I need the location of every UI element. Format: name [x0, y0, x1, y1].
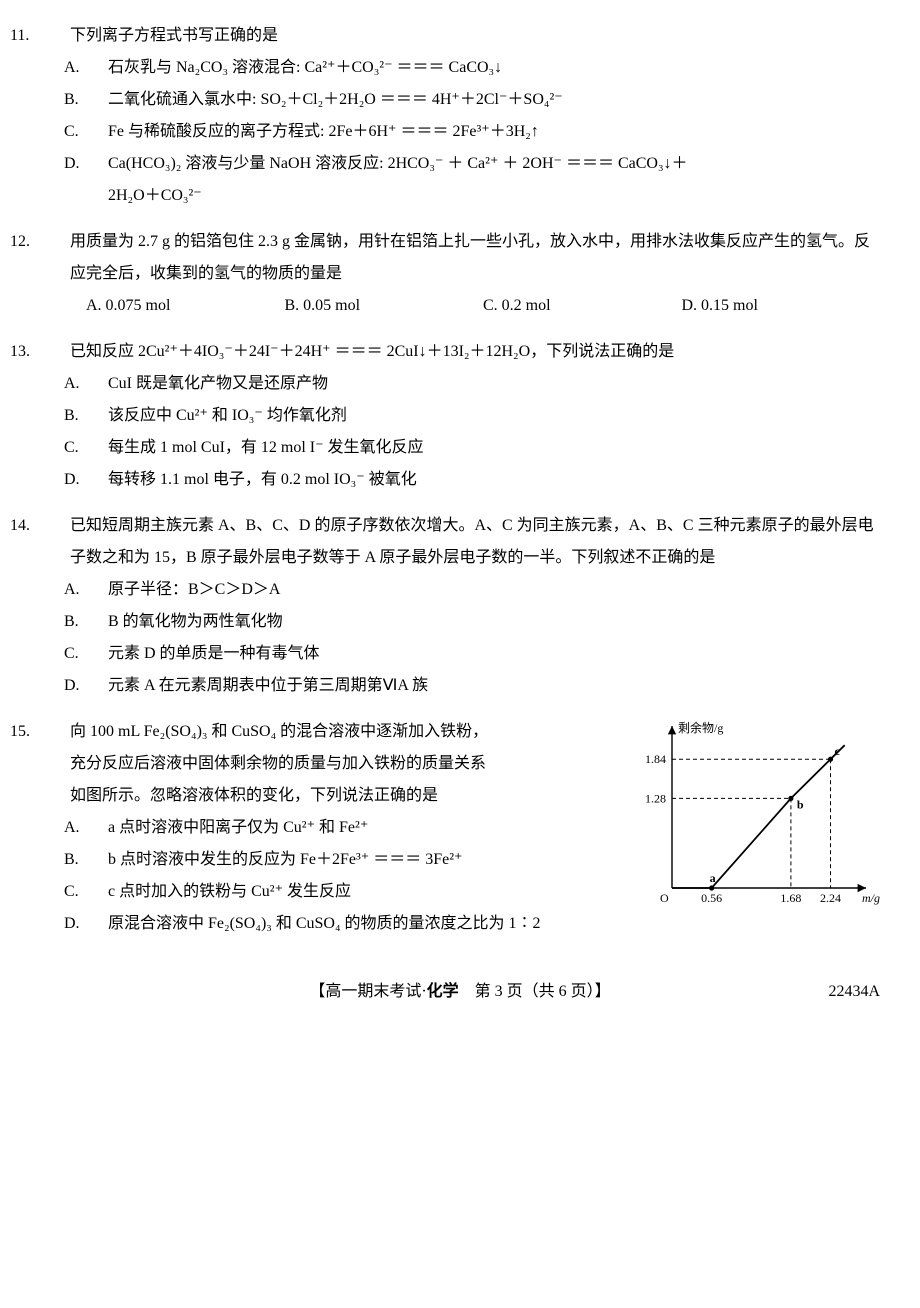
svg-text:1.84: 1.84	[645, 752, 666, 766]
q13-option-b: B.该反应中 Cu²⁺ 和 IO₃⁻ 均作氧化剂	[108, 400, 880, 432]
q14-option-d: D.元素 A 在元素周期表中位于第三周期第ⅥA 族	[108, 670, 880, 702]
q15-stem: 15.向 100 mL Fe₂(SO₄)₃ 和 CuSO₄ 的混合溶液中逐渐加入…	[70, 716, 640, 748]
q15-number: 15.	[40, 716, 70, 748]
svg-text:O: O	[660, 891, 669, 905]
q13-option-a: A.CuI 既是氧化产物又是还原产物	[108, 368, 880, 400]
svg-text:剩余物/g: 剩余物/g	[678, 720, 723, 735]
svg-text:0.56: 0.56	[701, 891, 722, 905]
q13-option-d: D.每转移 1.1 mol 电子，有 0.2 mol IO₃⁻ 被氧化	[108, 464, 880, 496]
footer-code: 22434A	[828, 976, 880, 1008]
svg-text:a: a	[710, 871, 716, 885]
q12-stem-text: 用质量为 2.7 g 的铝箔包住 2.3 g 金属钠，用针在铝箔上扎一些小孔，放…	[70, 233, 870, 282]
q15-chart-svg: 剩余物/g m/g O 1.28 1.84 0.56 1.68 2.24 a b c	[630, 716, 890, 916]
page-footer: 【高一期末考试·化学 第 3 页（共 6 页）】 22434A	[40, 976, 880, 1008]
q11-option-d: D.Ca(HCO₃)₂ 溶液与少量 NaOH 溶液反应: 2HCO₃⁻ ＋ Ca…	[108, 148, 880, 180]
q13-option-c: C.每生成 1 mol CuI，有 12 mol I⁻ 发生氧化反应	[108, 432, 880, 464]
q12-stem: 12.用质量为 2.7 g 的铝箔包住 2.3 g 金属钠，用针在铝箔上扎一些小…	[70, 226, 880, 290]
q12-number: 12.	[40, 226, 70, 258]
q14-stem: 14.已知短周期主族元素 A、B、C、D 的原子序数依次增大。A、C 为同主族元…	[70, 510, 880, 574]
q15-option-a: A.a 点时溶液中阳离子仅为 Cu²⁺ 和 Fe²⁺	[108, 812, 640, 844]
q12-option-d: D. 0.15 mol	[682, 290, 881, 322]
q15-stem-l3: 如图所示。忽略溶液体积的变化，下列说法正确的是	[70, 780, 640, 812]
q11-option-b: B.二氧化硫通入氯水中: SO₂＋Cl₂＋2H₂O ＝＝＝ 4H⁺＋2Cl⁻＋S…	[108, 84, 880, 116]
q14-stem-text: 已知短周期主族元素 A、B、C、D 的原子序数依次增大。A、C 为同主族元素，A…	[70, 517, 874, 566]
q15-option-d: D.原混合溶液中 Fe₂(SO₄)₃ 和 CuSO₄ 的物质的量浓度之比为 1∶…	[108, 908, 640, 940]
q15-stem-l2: 充分反应后溶液中固体剩余物的质量与加入铁粉的质量关系	[70, 748, 640, 780]
q12-option-a: A. 0.075 mol	[86, 290, 285, 322]
question-12: 12.用质量为 2.7 g 的铝箔包住 2.3 g 金属钠，用针在铝箔上扎一些小…	[40, 226, 880, 322]
footer-center: 【高一期末考试·化学 第 3 页（共 6 页）】	[309, 983, 610, 1000]
q11-number: 11.	[40, 20, 70, 52]
q15-chart: 剩余物/g m/g O 1.28 1.84 0.56 1.68 2.24 a b c	[630, 716, 890, 916]
q11-stem-text: 下列离子方程式书写正确的是	[70, 27, 278, 44]
q13-stem-text: 已知反应 2Cu²⁺＋4IO₃⁻＋24I⁻＋24H⁺ ＝＝＝ 2CuI↓＋13I…	[70, 343, 674, 360]
question-13: 13.已知反应 2Cu²⁺＋4IO₃⁻＋24I⁻＋24H⁺ ＝＝＝ 2CuI↓＋…	[40, 336, 880, 496]
q13-stem: 13.已知反应 2Cu²⁺＋4IO₃⁻＋24I⁻＋24H⁺ ＝＝＝ 2CuI↓＋…	[70, 336, 880, 368]
q15-option-c: C.c 点时加入的铁粉与 Cu²⁺ 发生反应	[108, 876, 640, 908]
q14-option-c: C.元素 D 的单质是一种有毒气体	[108, 638, 880, 670]
question-15: 15.向 100 mL Fe₂(SO₄)₃ 和 CuSO₄ 的混合溶液中逐渐加入…	[40, 716, 880, 940]
q15-stem-l1: 向 100 mL Fe₂(SO₄)₃ 和 CuSO₄ 的混合溶液中逐渐加入铁粉，	[70, 723, 488, 740]
question-11: 11.下列离子方程式书写正确的是 A.石灰乳与 Na₂CO₃ 溶液混合: Ca²…	[40, 20, 880, 212]
q11-option-a: A.石灰乳与 Na₂CO₃ 溶液混合: Ca²⁺＋CO₃²⁻ ＝＝＝ CaCO₃…	[108, 52, 880, 84]
q12-option-c: C. 0.2 mol	[483, 290, 682, 322]
svg-text:b: b	[797, 797, 804, 811]
svg-text:1.68: 1.68	[780, 891, 801, 905]
q15-option-b: B.b 点时溶液中发生的反应为 Fe＋2Fe³⁺ ＝＝＝ 3Fe²⁺	[108, 844, 640, 876]
q14-number: 14.	[40, 510, 70, 542]
svg-text:m/g: m/g	[862, 891, 880, 905]
svg-text:1.28: 1.28	[645, 791, 666, 805]
q14-option-b: B.B 的氧化物为两性氧化物	[108, 606, 880, 638]
q12-option-b: B. 0.05 mol	[285, 290, 484, 322]
svg-text:2.24: 2.24	[820, 891, 841, 905]
q12-options-row: A. 0.075 mol B. 0.05 mol C. 0.2 mol D. 0…	[86, 290, 880, 322]
q13-number: 13.	[40, 336, 70, 368]
q11-option-d-cont: 2H₂O＋CO₃²⁻	[108, 180, 880, 212]
svg-text:c: c	[835, 744, 841, 758]
question-14: 14.已知短周期主族元素 A、B、C、D 的原子序数依次增大。A、C 为同主族元…	[40, 510, 880, 702]
q11-option-c: C.Fe 与稀硫酸反应的离子方程式: 2Fe＋6H⁺ ＝＝＝ 2Fe³⁺＋3H₂…	[108, 116, 880, 148]
q14-option-a: A.原子半径：B＞C＞D＞A	[108, 574, 880, 606]
q11-stem: 11.下列离子方程式书写正确的是	[70, 20, 880, 52]
